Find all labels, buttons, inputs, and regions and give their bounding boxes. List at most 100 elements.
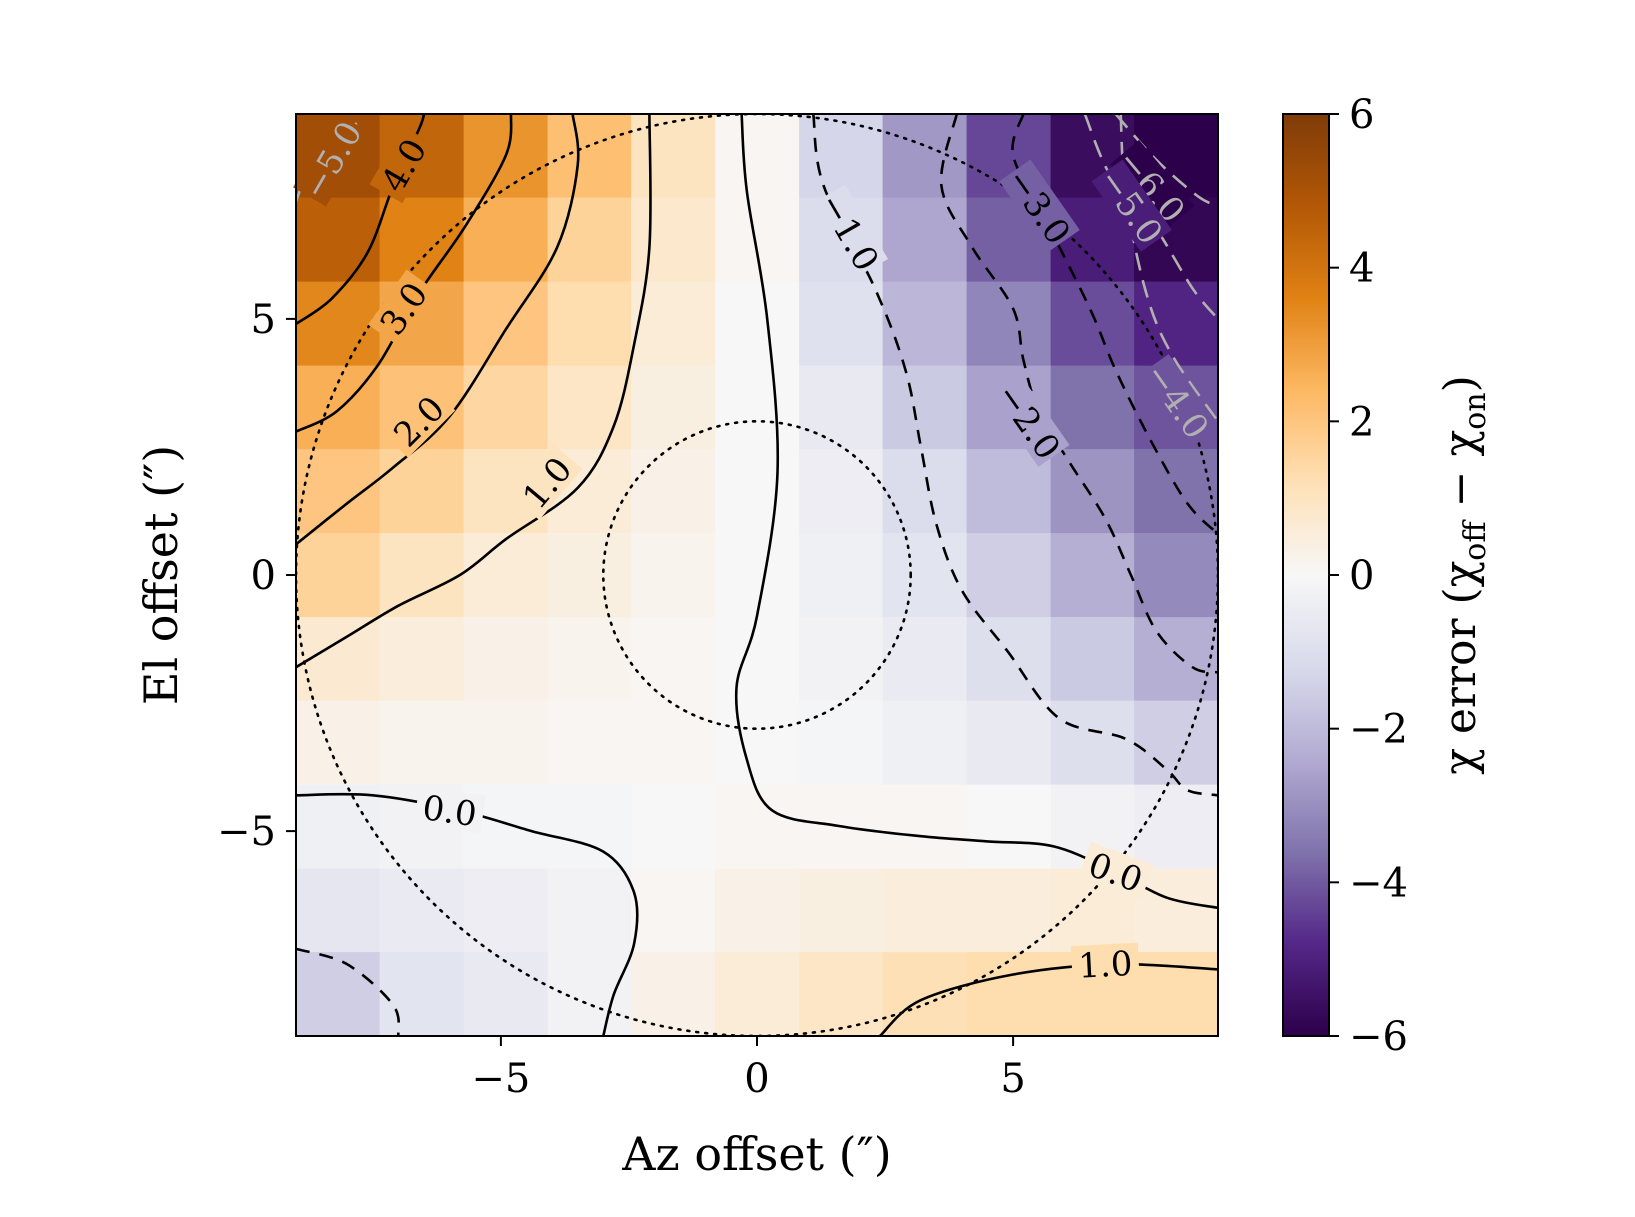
heatmap-cell [966,281,1051,366]
contour-label-bg [999,159,1080,252]
heatmap-cell [379,868,464,954]
contour-label: 0.0 [414,786,486,835]
contour-label-bg [1070,942,1140,985]
contour-line [1011,114,1218,535]
heatmap-cell [882,868,967,954]
heatmap-cell [966,533,1051,618]
heatmap-cell [547,114,632,199]
contour-line [1119,114,1218,423]
heatmap-cell [631,784,716,869]
heatmap-cell [1134,533,1218,618]
heatmap-cell [966,617,1051,702]
heatmap-cell [379,952,464,1036]
colorbar-label: χ error (χoff − χon) [1435,375,1493,775]
contour-label-bg [293,112,369,207]
heatmap-cell [296,533,381,618]
x-axis-ticks: −5 0 5 [471,1036,1026,1102]
heatmap-cell [715,449,800,534]
contour-label-bg [1137,354,1219,447]
heatmap-cell [463,617,548,702]
contour-label-bg [414,786,486,834]
heatmap-cell [379,533,464,618]
heatmap-cell [547,784,632,869]
contour-line [296,114,426,326]
heatmap-cell [463,700,548,785]
heatmap-cell [882,114,967,199]
heatmap-cell [799,952,884,1036]
colorbar-tick-label: −4 [1349,860,1408,906]
y-tick-label: −5 [217,809,276,855]
heatmap-cell [715,952,800,1036]
heatmap-cell [296,784,381,869]
heatmap-cells [296,114,1218,1036]
heatmap-cell [631,868,716,954]
y-tick-label: 0 [251,553,276,599]
heatmap-cell [296,449,381,534]
heatmap-cell [463,197,548,282]
heatmap-cell [463,868,548,954]
heatmap-cell [1134,784,1218,869]
contour-label-bg [812,184,889,279]
heatmap-cell [547,533,632,618]
heatmap-cell [379,617,464,702]
heatmap-cell [547,281,632,366]
heatmap-cell [296,197,381,282]
contour-label-bg [381,383,456,458]
contour-label: 1.0 [510,444,583,521]
colorbar [1282,113,1330,1037]
contour-label-bg [1109,139,1195,231]
heatmap-cell [1050,617,1136,702]
contour-line [878,962,1218,1036]
heatmap-cell [631,533,716,618]
heatmap-cell [1050,533,1136,618]
heatmap-cell [463,952,548,1036]
heatmap-cell [715,868,800,954]
heatmap-cell [715,784,800,869]
heatmap-cell [547,365,632,450]
contour-label-text: 1.0 [1077,944,1133,987]
heatmap-cell [882,700,967,785]
heatmap-cell [715,533,800,618]
heatmap-cell [966,868,1051,954]
heatmap-cell [379,197,464,282]
heatmap-cell [631,114,716,199]
heatmap-cell [715,281,800,366]
heatmap-cell [882,784,967,869]
heatmap-cell [547,952,632,1036]
heatmap-cell [799,868,884,954]
beam-circles [296,114,1218,1036]
colorbar-tick-label: 6 [1349,92,1374,138]
heatmap-cell [631,617,716,702]
heatmap-cell [379,700,464,785]
contour-label-text: 0.0 [420,788,479,835]
contour-label-bg [510,444,583,521]
contour-label: 1.0 [1070,942,1140,987]
heatmap-cell [631,197,716,282]
contour-label-bg [368,269,438,347]
heatmap-cell [379,449,464,534]
heatmap-cell [966,700,1051,785]
contour-label-bg [369,126,436,204]
contour-label-bg [1091,159,1172,252]
x-axis-label: Az offset (″) [621,1127,891,1181]
heatmap-cell [547,700,632,785]
y-axis-label: El offset (″) [134,445,188,705]
heatmap-cell [715,700,800,785]
heatmap-cell [296,281,381,366]
contour-line [296,114,652,669]
heatmap-cell [463,281,548,366]
x-tick-label: −5 [471,1056,530,1102]
heatmap-cell [631,700,716,785]
colorbar-ticks: 6 4 2 0 −2 −4 −6 [1329,92,1408,1060]
heatmap-cell [799,700,884,785]
colorbar-tick-label: 2 [1349,399,1374,445]
heatmap-cell [631,952,716,1036]
y-tick-label: 5 [251,297,276,343]
contour-lines [296,114,1218,1036]
heatmap-cell [1134,868,1218,954]
heatmap-cell [882,952,967,1036]
beam-circle [601,419,912,730]
heatmap-cell [715,617,800,702]
colorbar-tick-label: 0 [1349,553,1374,599]
